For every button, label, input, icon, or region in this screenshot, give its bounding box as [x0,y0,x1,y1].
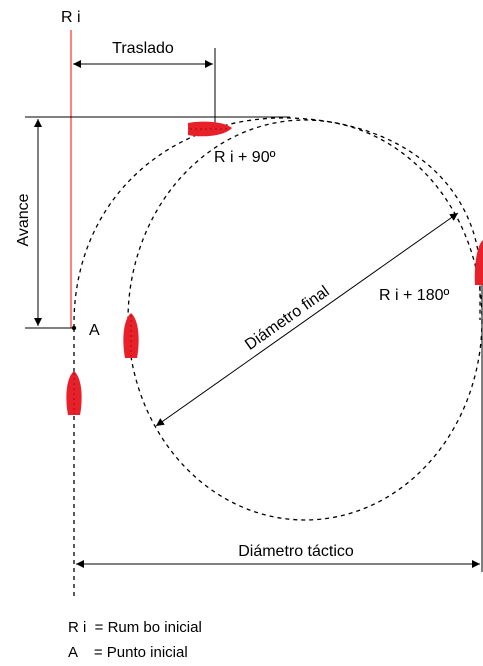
ri-plus-180-label: R i + 180º [379,287,449,304]
diametro-final-arrow [155,212,459,427]
ship-initial [66,371,82,415]
point-a-marker [71,325,77,331]
diametro-final-label: Diámetro final [242,283,332,354]
final-circle [127,119,483,521]
traslado-label: Traslado [112,40,174,57]
diametro-tactico-label: Diámetro táctico [238,543,354,560]
legend-ri: R i = Rum bo inicial [68,619,202,636]
ship-ri-90 [188,121,232,137]
ship-ri-180 [474,240,483,285]
legend-a: A = Punto inicial [68,644,188,661]
ri-label: R i [61,9,81,26]
ship-turning [123,313,139,358]
ri-plus-90-label: R i + 90º [214,149,276,166]
point-a-label: A [89,322,100,339]
avance-label: Avance [15,193,32,246]
